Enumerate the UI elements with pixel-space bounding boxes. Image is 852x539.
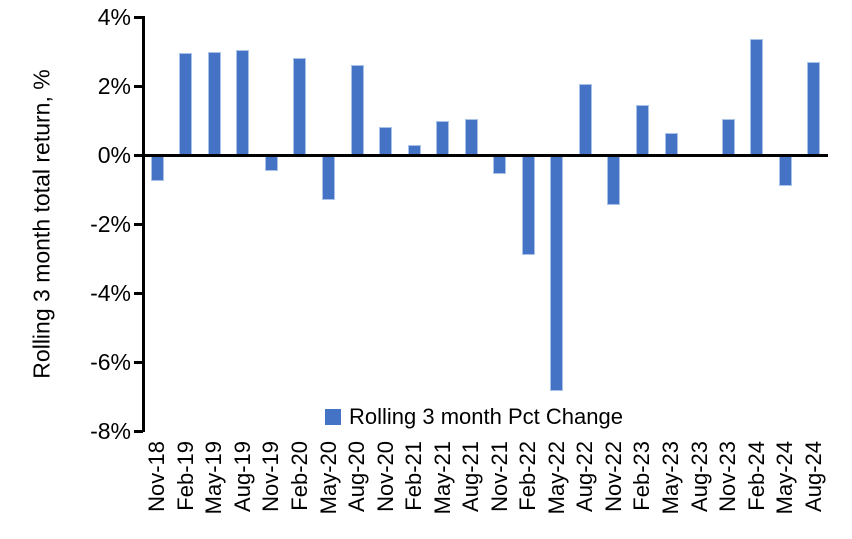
y-axis-tick: [134, 15, 143, 19]
x-axis-label: May-22: [543, 441, 569, 515]
bar: [635, 104, 649, 155]
x-axis-label: Feb-23: [629, 441, 655, 511]
bar: [464, 118, 478, 155]
legend-swatch-icon: [325, 409, 341, 425]
x-axis-zero-line: [143, 153, 828, 157]
y-tick-label: 4%: [97, 4, 131, 30]
x-axis-label: Aug-24: [800, 441, 826, 512]
bar: [750, 39, 764, 155]
y-tick-label: 0%: [97, 142, 131, 168]
bar: [322, 155, 336, 200]
bar: [778, 155, 792, 187]
x-axis-label: Nov-21: [486, 441, 512, 512]
x-axis-label: Aug-21: [458, 441, 484, 512]
bar: [379, 127, 393, 155]
bar: [493, 155, 507, 174]
bar: [293, 58, 307, 155]
bar: [236, 49, 250, 155]
x-axis-label: Nov-23: [715, 441, 741, 512]
bar: [721, 118, 735, 155]
y-axis-tick: [134, 429, 143, 433]
bar: [521, 155, 535, 256]
x-axis-label: Aug-22: [572, 441, 598, 512]
y-tick-label: 2%: [97, 73, 131, 99]
x-axis-label: Aug-23: [686, 441, 712, 512]
y-axis-tick: [134, 360, 143, 364]
y-axis-tick: [134, 153, 143, 157]
bar: [179, 53, 193, 155]
bar: [207, 51, 221, 155]
x-axis-label: Feb-24: [743, 441, 769, 511]
x-axis-label: Nov-20: [372, 441, 398, 512]
x-axis-label: Nov-18: [144, 441, 170, 512]
bar: [550, 155, 564, 392]
x-axis-label: Aug-19: [229, 441, 255, 512]
bar: [578, 84, 592, 155]
bar: [436, 120, 450, 155]
legend-label: Rolling 3 month Pct Change: [349, 404, 623, 429]
x-axis-label: May-21: [429, 441, 455, 515]
x-axis-label: Nov-19: [258, 441, 284, 512]
x-axis-label: Nov-22: [600, 441, 626, 512]
bar: [264, 155, 278, 171]
y-axis-tick: [134, 291, 143, 295]
y-tick-label: -4%: [90, 280, 131, 306]
y-axis-line: [142, 16, 145, 432]
bar: [607, 155, 621, 206]
bar: [150, 155, 164, 181]
bar: [807, 61, 821, 155]
x-axis-label: Feb-19: [172, 441, 198, 511]
x-axis-label: May-23: [658, 441, 684, 515]
y-tick-label: -8%: [90, 418, 131, 444]
x-axis-label: May-24: [772, 441, 798, 515]
x-axis-label: Feb-22: [515, 441, 541, 511]
x-axis-label: Feb-20: [286, 441, 312, 511]
x-axis-label: Feb-21: [401, 441, 427, 511]
x-axis-label: May-20: [315, 441, 341, 515]
y-tick-label: -6%: [90, 349, 131, 375]
y-axis-tick: [134, 84, 143, 88]
bar: [350, 65, 364, 155]
x-axis-label: May-19: [201, 441, 227, 515]
y-tick-label: -2%: [90, 211, 131, 237]
x-axis-label: Aug-20: [344, 441, 370, 512]
y-axis-tick: [134, 222, 143, 226]
legend: Rolling 3 month Pct Change: [325, 404, 623, 430]
bar: [664, 132, 678, 155]
